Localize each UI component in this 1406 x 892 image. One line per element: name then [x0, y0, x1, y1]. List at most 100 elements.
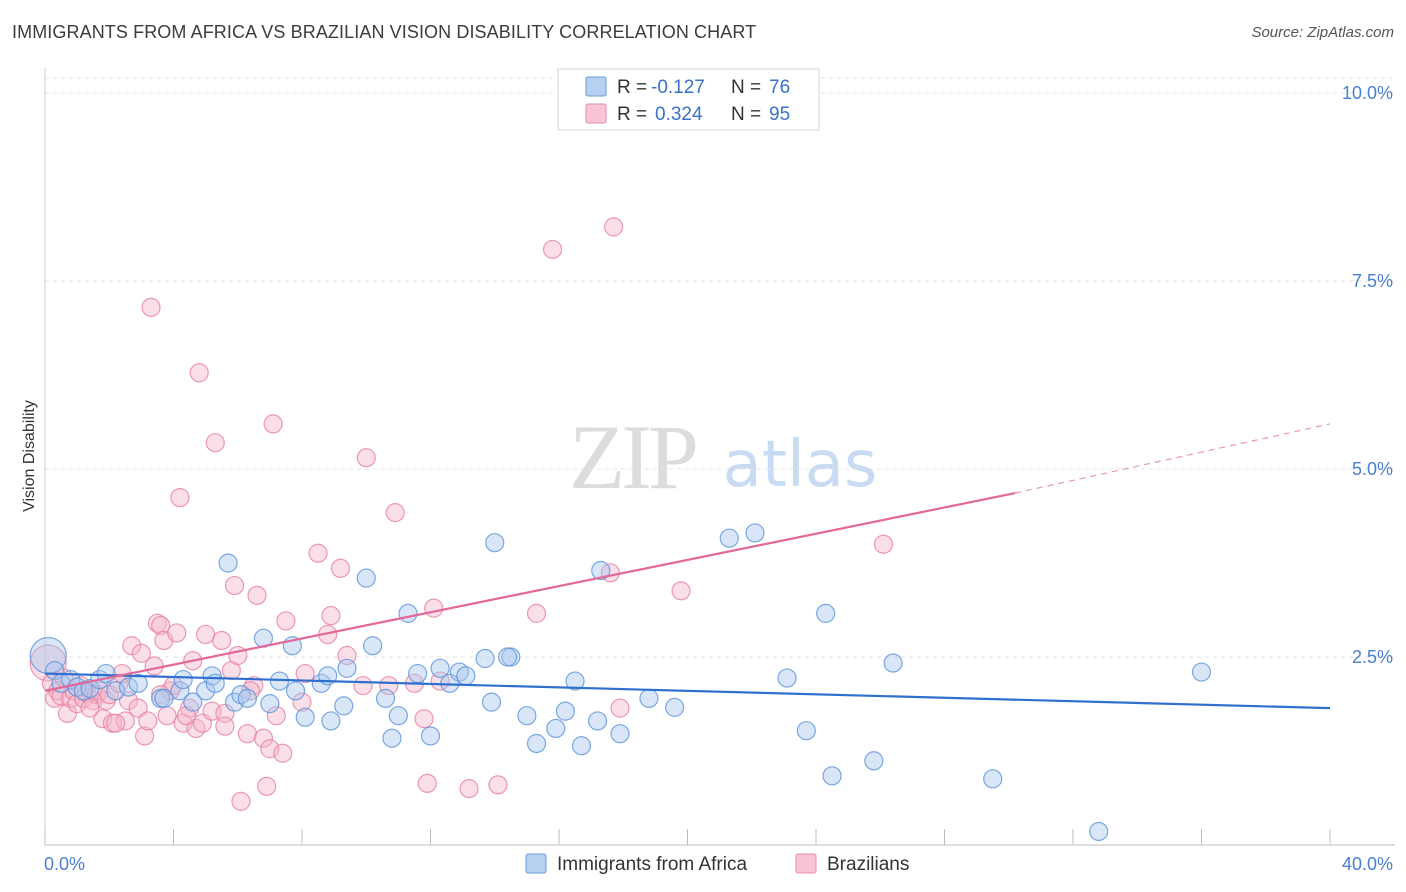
legend-swatch-africa	[585, 76, 607, 97]
bottom-legend: Immigrants from Africa Brazilians	[525, 853, 909, 875]
point-immigrants-from-africa	[822, 766, 842, 786]
legend: R = -0.127 N = 76 R = 0.324 N = 95	[557, 68, 820, 131]
point-immigrants-from-africa	[587, 711, 608, 731]
legend-n-label-2: N =	[731, 104, 761, 125]
trend-line-brazilians	[44, 492, 1016, 692]
point-brazilians	[604, 217, 624, 237]
point-immigrants-from-africa	[883, 653, 903, 673]
point-immigrants-from-africa	[321, 711, 341, 731]
point-immigrants-from-africa	[363, 636, 383, 656]
point-immigrants-from-africa	[555, 701, 576, 721]
point-brazilians	[170, 487, 190, 508]
point-brazilians	[273, 743, 293, 763]
x-tick-label: 40.0%	[1342, 854, 1393, 874]
point-immigrants-from-africa	[475, 648, 495, 669]
point-brazilians	[247, 585, 267, 605]
legend-r-label-1: R =	[617, 77, 647, 98]
point-brazilians	[379, 675, 399, 696]
point-brazilians	[424, 598, 444, 618]
point-brazilians	[292, 692, 312, 712]
point-immigrants-from-africa	[334, 696, 354, 716]
point-brazilians	[330, 558, 351, 578]
point-brazilians	[295, 663, 315, 684]
point-immigrants-from-africa	[526, 733, 547, 754]
point-brazilians	[542, 239, 563, 260]
point-immigrants-from-africa	[128, 673, 148, 693]
tick-labels: 2.5% 5.0% 7.5% 10.0% 0.0% 40.0%	[44, 83, 1393, 874]
point-immigrants-from-africa	[816, 603, 836, 623]
point-immigrants-from-africa	[285, 681, 306, 701]
point-immigrants-from-africa	[218, 553, 238, 573]
point-immigrants-from-africa	[173, 669, 193, 690]
point-brazilians	[526, 603, 547, 623]
watermark-zip: ZIP	[569, 406, 696, 508]
point-immigrants-from-africa	[481, 692, 502, 712]
point-brazilians	[157, 706, 177, 726]
legend-r-value-2: 0.324	[655, 104, 703, 125]
point-brazilians	[353, 675, 373, 696]
point-brazilians	[122, 636, 142, 656]
point-brazilians	[308, 543, 328, 563]
point-immigrants-from-africa	[154, 688, 174, 708]
point-brazilians	[186, 718, 206, 739]
point-brazilians	[488, 775, 508, 795]
chart-title: IMMIGRANTS FROM AFRICA VS BRAZILIAN VISI…	[12, 22, 757, 42]
point-brazilians	[263, 414, 283, 434]
point-brazilians	[237, 724, 257, 744]
axes	[44, 68, 1395, 846]
legend-n-value-2: 95	[769, 104, 790, 125]
point-brazilians	[141, 297, 161, 317]
point-immigrants-from-africa	[864, 751, 884, 771]
point-immigrants-from-africa	[224, 692, 245, 712]
point-brazilians	[147, 613, 168, 633]
bottom-legend-swatch-brazilians	[795, 853, 817, 874]
watermark-atlas: atlas	[723, 428, 878, 502]
point-brazilians	[321, 606, 341, 626]
point-immigrants-from-africa	[719, 528, 739, 548]
legend-r-label-2: R =	[617, 104, 647, 125]
point-immigrants-from-africa	[260, 694, 280, 714]
point-immigrants-from-africa	[388, 706, 408, 726]
point-immigrants-from-africa	[1191, 662, 1212, 682]
point-brazilians	[215, 716, 235, 736]
point-immigrants-from-africa	[183, 692, 203, 712]
point-brazilians	[224, 575, 245, 596]
point-immigrants-from-africa	[337, 658, 357, 678]
point-brazilians	[80, 698, 100, 718]
point-brazilians	[610, 698, 630, 718]
point-immigrants-from-africa	[517, 706, 537, 726]
point-brazilians	[93, 709, 113, 729]
point-immigrants-from-africa	[571, 736, 592, 756]
point-immigrants-from-africa	[118, 677, 139, 697]
point-immigrants-from-africa	[237, 688, 257, 708]
point-brazilians	[96, 691, 116, 711]
trend-line-brazilians-extension	[1015, 423, 1331, 494]
point-brazilians	[414, 709, 434, 729]
point-brazilians	[459, 779, 479, 799]
point-immigrants-from-africa	[796, 721, 816, 741]
y-tick-label: 10.0%	[1342, 83, 1393, 103]
trend-line-immigrants-from-africa	[44, 672, 1331, 710]
source-label: Source: ZipAtlas.com	[1251, 24, 1394, 41]
series-brazilians	[29, 217, 894, 811]
point-immigrants-from-africa	[565, 671, 585, 691]
point-brazilians	[212, 630, 232, 651]
bottom-legend-label-africa: Immigrants from Africa	[557, 854, 747, 875]
point-brazilians	[160, 681, 180, 701]
point-immigrants-from-africa	[456, 666, 476, 686]
point-immigrants-from-africa	[375, 688, 396, 708]
point-immigrants-from-africa	[420, 726, 441, 746]
point-immigrants-from-africa	[430, 658, 450, 678]
point-brazilians	[196, 624, 216, 645]
point-brazilians	[257, 776, 277, 796]
point-immigrants-from-africa	[777, 668, 797, 688]
point-brazilians	[873, 534, 894, 554]
point-immigrants-from-africa	[398, 603, 418, 623]
y-axis-label: Vision Disability	[21, 400, 38, 512]
legend-swatch-brazilians	[585, 103, 607, 124]
bottom-legend-label-brazilians: Brazilians	[827, 854, 909, 875]
y-tick-label: 5.0%	[1352, 459, 1393, 479]
point-brazilians	[138, 711, 158, 731]
point-brazilians	[356, 448, 376, 468]
